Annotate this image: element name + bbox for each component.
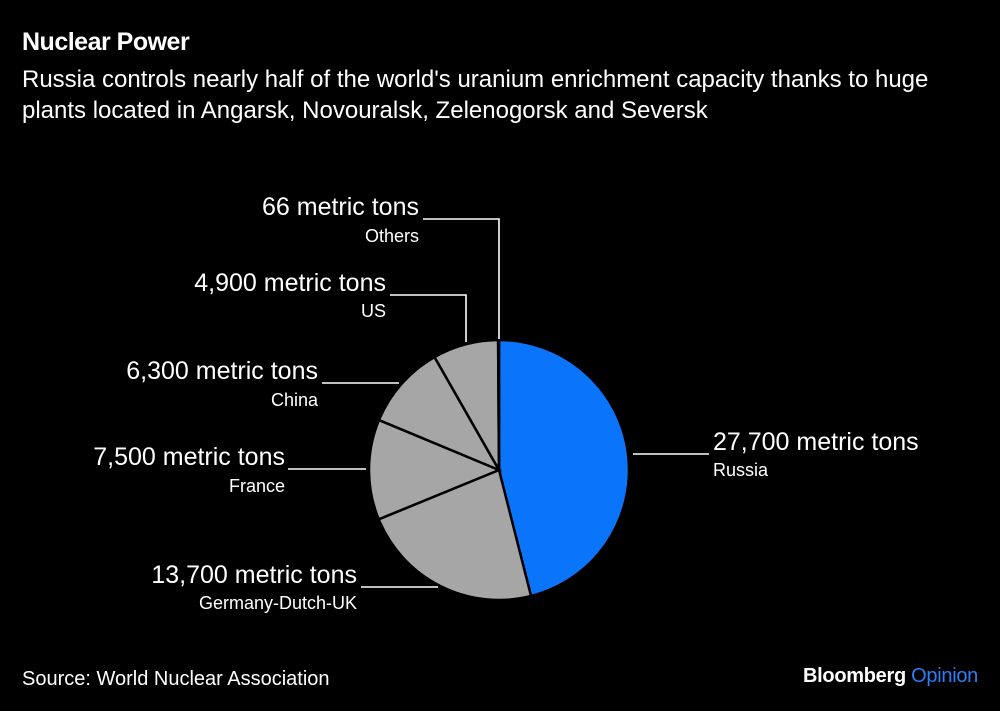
label-value-china: 6,300 metric tons bbox=[126, 357, 318, 385]
pie-slices bbox=[367, 338, 631, 602]
pie-slice-china bbox=[377, 355, 502, 473]
source-note: Source: World Nuclear Association bbox=[22, 668, 330, 690]
brand-logo: Bloomberg Opinion bbox=[803, 665, 978, 688]
pie-slice-france bbox=[367, 418, 503, 521]
leader-lines bbox=[288, 218, 709, 588]
pie-slice-germany-dutch-uk bbox=[377, 468, 533, 602]
label-category-others: Others bbox=[365, 226, 419, 246]
label-category-france: France bbox=[229, 476, 285, 496]
chart-subtitle: Russia controls nearly half of the world… bbox=[22, 66, 929, 124]
leader-line-us bbox=[390, 294, 467, 342]
label-value-germany-dutch-uk: 13,700 metric tons bbox=[151, 561, 357, 589]
leader-line-others bbox=[423, 218, 500, 339]
label-category-russia: Russia bbox=[713, 460, 769, 480]
label-category-us: US bbox=[361, 301, 386, 321]
label-value-france: 7,500 metric tons bbox=[93, 443, 285, 471]
chart-title: Nuclear Power bbox=[22, 28, 190, 56]
pie-slice-others bbox=[496, 338, 501, 471]
label-category-germany-dutch-uk: Germany-Dutch-UK bbox=[199, 593, 357, 613]
label-value-us: 4,900 metric tons bbox=[194, 269, 386, 297]
pie-slice-russia bbox=[497, 338, 631, 598]
label-value-others: 66 metric tons bbox=[262, 193, 419, 221]
brand-suffix: Opinion bbox=[911, 665, 978, 687]
label-category-china: China bbox=[271, 390, 319, 410]
label-value-russia: 27,700 metric tons bbox=[713, 428, 919, 456]
brand-name: Bloomberg bbox=[803, 665, 906, 687]
